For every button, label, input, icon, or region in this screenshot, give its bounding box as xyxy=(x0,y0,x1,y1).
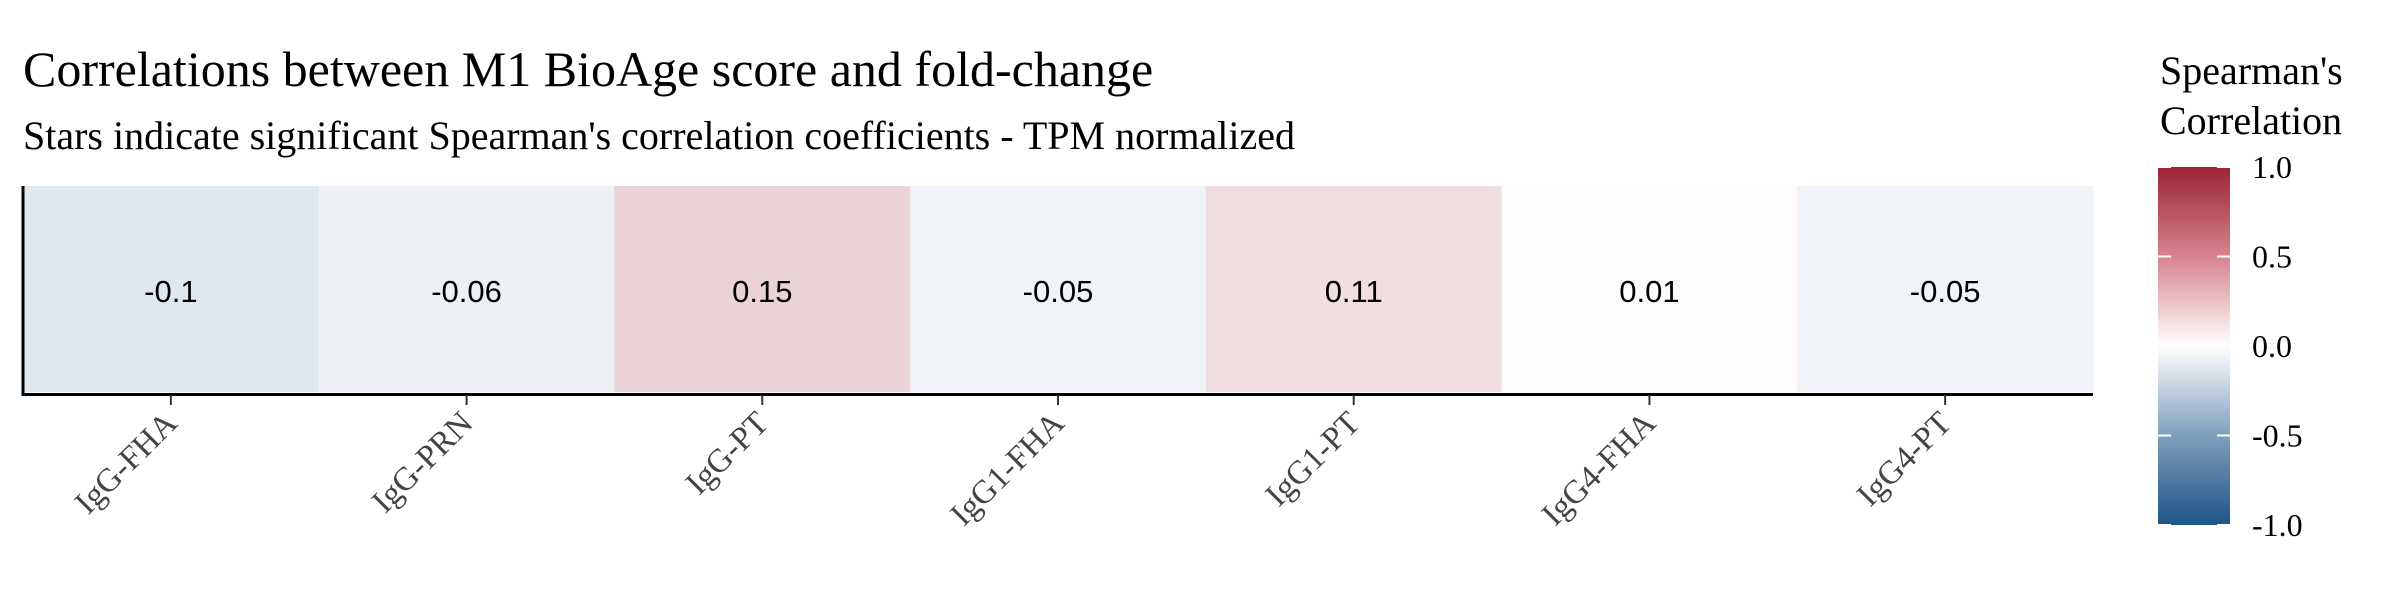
heatmap-cell-igg-pt xyxy=(614,186,911,392)
cell-value-label: 0.11 xyxy=(1325,274,1383,309)
x-tick-label: IgG1-FHA xyxy=(944,405,1072,533)
legend-title-line-2: Correlation xyxy=(2160,98,2343,143)
heatmap-cell-igg4-fha xyxy=(1501,186,1798,392)
heatmap-cell-igg1-fha xyxy=(910,186,1207,392)
legend-tick-label: -0.5 xyxy=(2252,418,2303,454)
cell-value-label: -0.05 xyxy=(1910,274,1981,309)
legend-tick-label: -1.0 xyxy=(2252,507,2303,543)
cell-value-label: 0.15 xyxy=(732,274,792,309)
heatmap-cell-igg4-pt xyxy=(1797,186,2094,392)
legend-tick-label: 0.5 xyxy=(2252,239,2292,275)
x-tick-label: IgG-PT xyxy=(679,405,776,502)
cell-value-label: -0.06 xyxy=(431,274,502,309)
cell-value-label: -0.1 xyxy=(144,274,197,309)
chart-title: Correlations between M1 BioAge score and… xyxy=(23,41,1154,97)
x-tick-label: IgG-PRN xyxy=(365,405,480,520)
heatmap-cell-igg-prn xyxy=(318,186,615,392)
x-tick-label: IgG4-FHA xyxy=(1535,405,1663,533)
cell-value-label: 0.01 xyxy=(1619,274,1679,309)
legend-title: Spearman's Correlation xyxy=(2160,46,2343,146)
heatmap-cell-igg1-pt xyxy=(1205,186,1503,392)
legend-tick-label: 1.0 xyxy=(2252,149,2292,185)
legend-tick-label: 0.0 xyxy=(2252,328,2292,364)
x-tick-label: IgG-FHA xyxy=(68,405,184,521)
x-tick-label: IgG1-PT xyxy=(1259,405,1367,513)
x-tick-label: IgG4-PT xyxy=(1850,405,1958,513)
legend-title-line-1: Spearman's xyxy=(2160,48,2343,93)
heatmap-cell-igg-fha xyxy=(23,186,320,392)
chart-subtitle: Stars indicate significant Spearman's co… xyxy=(23,113,1296,158)
cell-value-label: -0.05 xyxy=(1023,274,1094,309)
